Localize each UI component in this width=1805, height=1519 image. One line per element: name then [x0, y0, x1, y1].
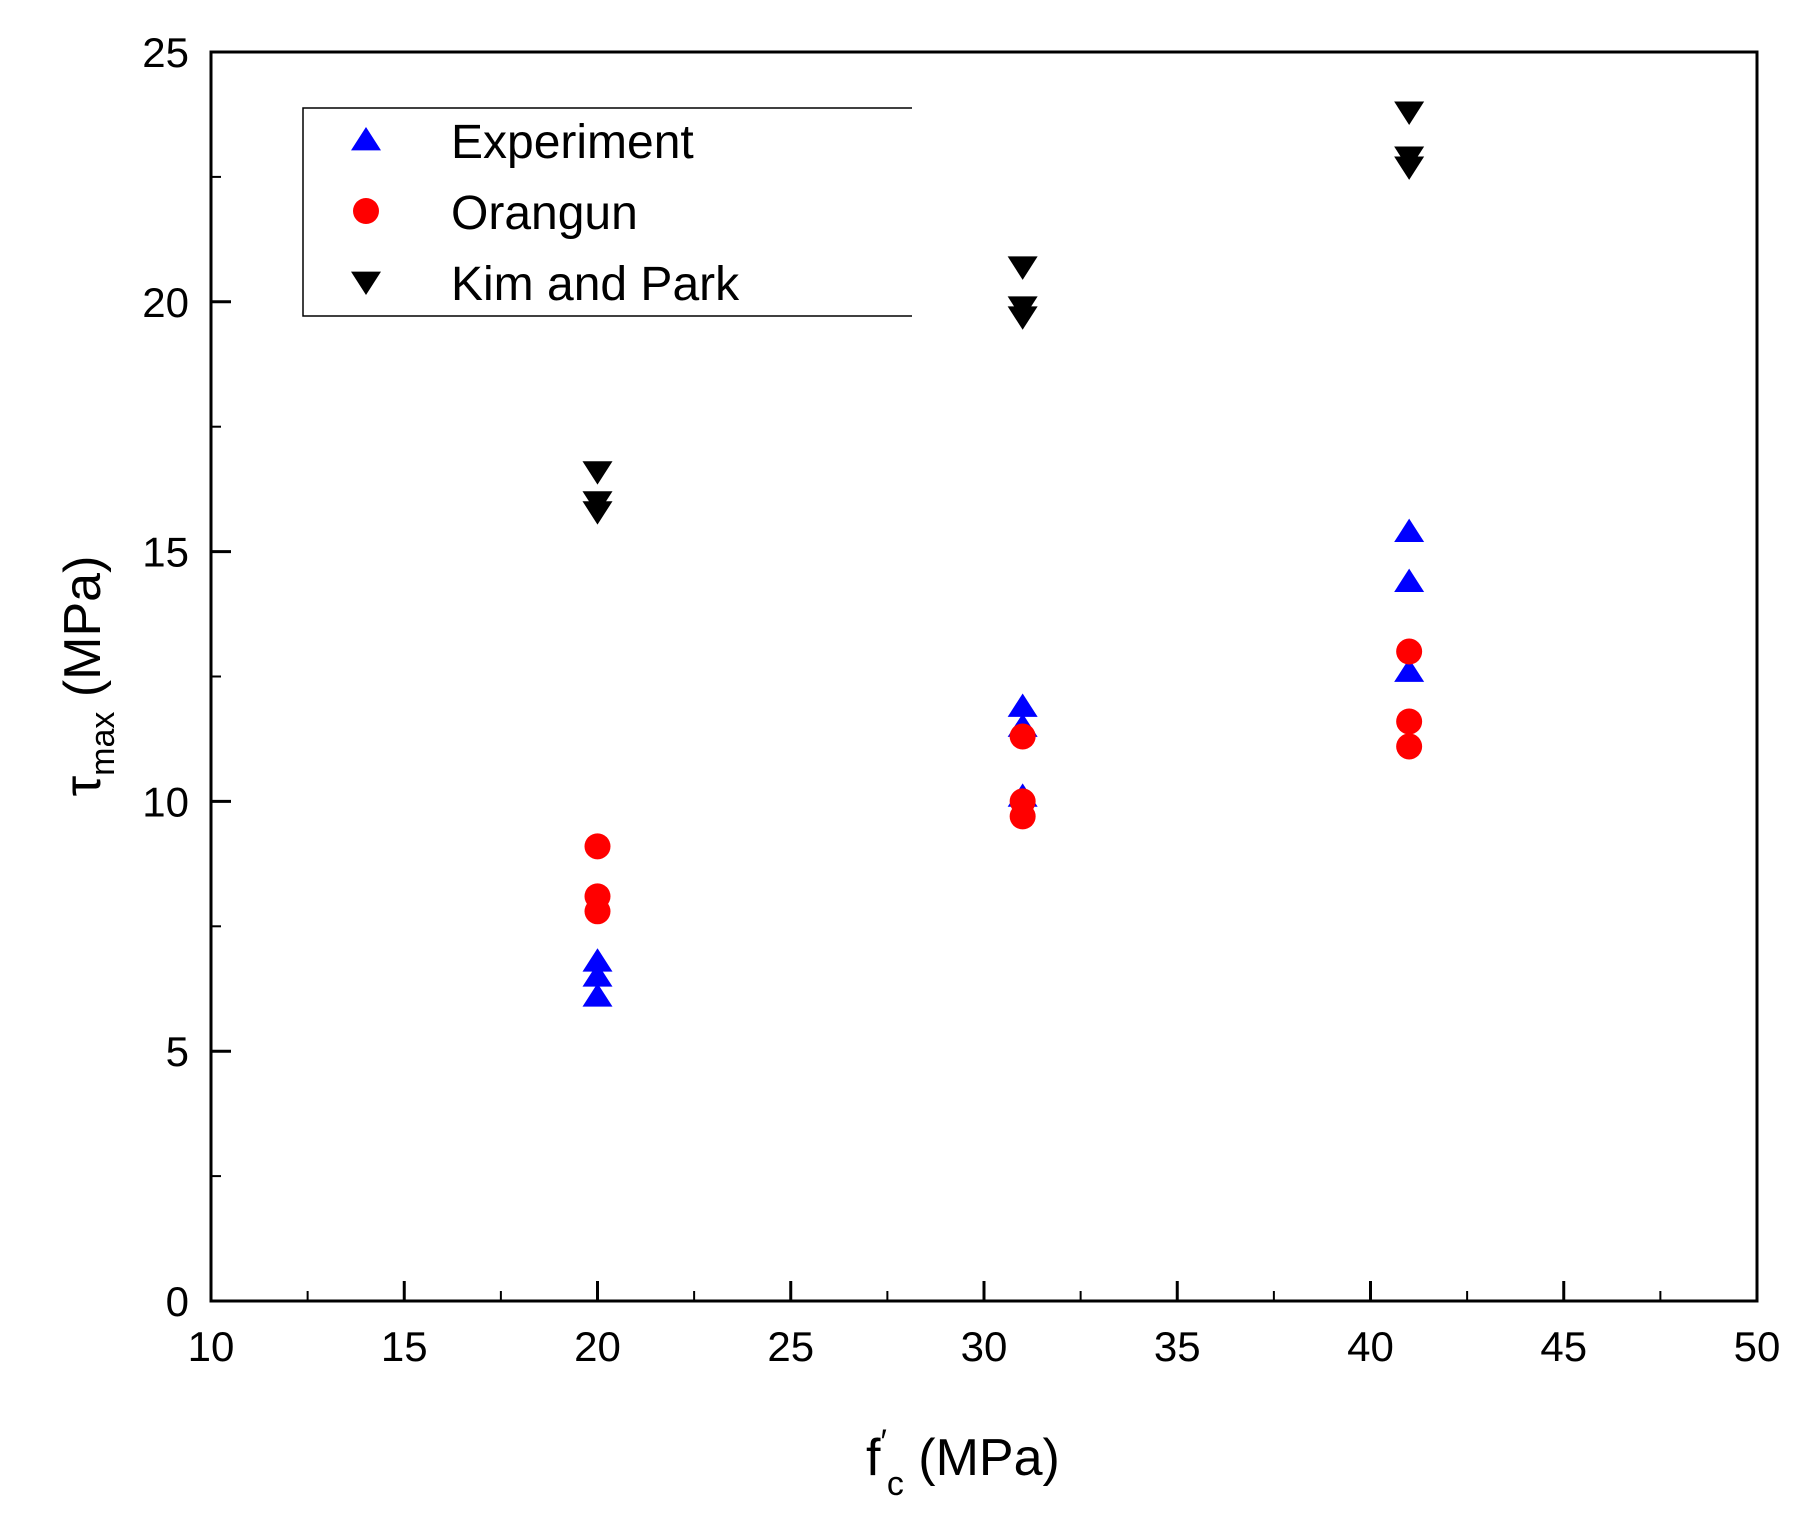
legend-label-orangun: Orangun — [451, 187, 638, 240]
data-point-experiment — [582, 983, 613, 1007]
minor-ticks — [211, 175, 1662, 1301]
data-point-kim-and-park — [582, 461, 613, 485]
y-axis-label-unit: (MPa) — [54, 556, 112, 712]
legend-marker-experiment — [351, 127, 381, 151]
y-axis-label-subscript: max — [84, 712, 122, 776]
y-axis-label-main: τ — [54, 775, 112, 796]
data-point-orangun — [584, 833, 611, 860]
x-tick-label: 20 — [574, 1323, 621, 1370]
legend-marker-kim-and-park — [351, 271, 381, 295]
y-axis-label: τmax (MPa) — [54, 556, 122, 797]
data-point-kim-and-park — [1007, 306, 1038, 330]
data-point-orangun — [1009, 803, 1036, 830]
x-tick-label: 45 — [1540, 1323, 1587, 1370]
data-point-kim-and-park — [1394, 156, 1425, 180]
data-point-orangun — [584, 898, 611, 925]
legend: Experiment Orangun Kim and Park — [302, 107, 912, 317]
y-tick-labels: 0 5 10 15 20 25 — [142, 29, 189, 1325]
x-tick-labels: 10 15 20 25 30 35 40 45 50 — [188, 1323, 1781, 1370]
x-axis-label-prime: ′ — [880, 1423, 886, 1461]
y-tick-label: 25 — [142, 29, 189, 76]
data-point-orangun — [1396, 638, 1423, 665]
data-point-kim-and-park — [582, 501, 613, 525]
x-axis-label-main: f — [866, 1429, 881, 1487]
x-tick-label: 50 — [1734, 1323, 1781, 1370]
data-point-orangun — [1009, 723, 1036, 750]
x-tick-label: 30 — [961, 1323, 1008, 1370]
data-markers — [582, 101, 1425, 1007]
x-axis-label-unit: (MPa) — [904, 1429, 1060, 1487]
data-point-experiment — [582, 948, 613, 972]
x-tick-label: 10 — [188, 1323, 235, 1370]
data-point-kim-and-park — [1394, 101, 1425, 125]
x-axis-label-subscript: c — [887, 1465, 904, 1503]
legend-label-experiment: Experiment — [451, 116, 694, 169]
data-point-orangun — [1396, 733, 1423, 760]
y-tick-label: 20 — [142, 279, 189, 326]
major-ticks — [209, 50, 1759, 1303]
data-point-experiment — [1394, 518, 1425, 543]
x-axis-label: f′c (MPa) — [866, 1423, 1060, 1503]
data-point-experiment — [1007, 693, 1038, 717]
y-tick-label: 5 — [166, 1028, 189, 1075]
x-tick-label: 40 — [1347, 1323, 1394, 1370]
legend-marker-orangun — [353, 198, 379, 224]
data-point-experiment — [582, 963, 613, 987]
data-point-kim-and-park — [1007, 256, 1038, 280]
x-tick-label: 25 — [767, 1323, 814, 1370]
legend-items — [351, 127, 381, 295]
x-tick-label: 35 — [1154, 1323, 1201, 1370]
y-tick-label: 0 — [166, 1278, 189, 1325]
legend-label-kim-and-park: Kim and Park — [451, 258, 740, 311]
data-point-experiment — [1394, 658, 1425, 682]
data-point-experiment — [1394, 568, 1425, 592]
y-tick-label: 10 — [142, 778, 189, 825]
x-tick-label: 15 — [381, 1323, 428, 1370]
legend-frame — [302, 107, 912, 317]
y-tick-label: 15 — [142, 529, 189, 576]
plot-area-frame — [209, 50, 1759, 1303]
data-point-orangun — [1396, 708, 1423, 735]
